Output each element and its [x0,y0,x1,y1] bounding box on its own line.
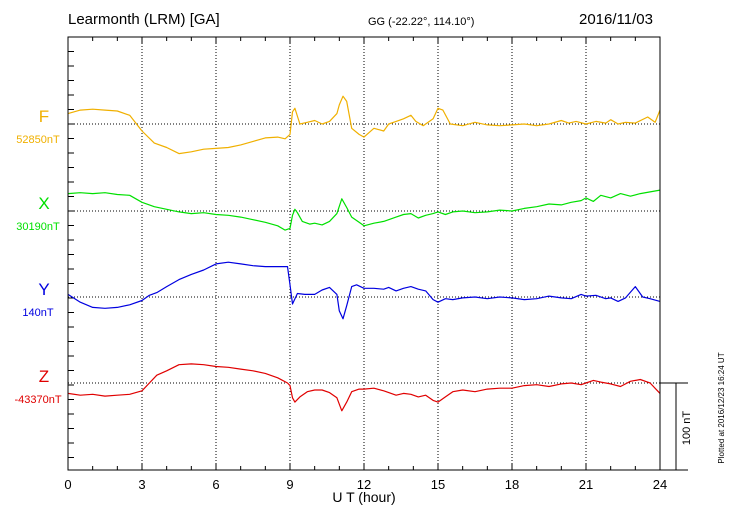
plot-frame [67,36,661,471]
x-tick-label: 3 [138,477,145,492]
geographic-coordinates: GG (-22.22°, 114.10°) [368,16,475,28]
series-line-x [67,189,661,231]
series-line-y [67,261,661,320]
x-axis-label: U T (hour) [332,489,395,505]
series-line-f [67,95,661,155]
x-tick-label: 9 [286,477,293,492]
series-lines [67,95,661,412]
series-name-f: F [39,107,49,126]
series-name-y: Y [38,280,49,299]
x-tick-label: 15 [431,477,445,492]
series-baseline-f: 52850nT [16,134,60,146]
x-tick-label: 18 [505,477,519,492]
x-tick-label: 0 [64,477,71,492]
series-name-z: Z [39,367,49,386]
grid-lines [68,37,660,470]
series-baseline-y: 140nT [22,307,53,319]
scale-bar: 100 nT [660,382,693,471]
station-title: Learmonth (LRM) [GA] [68,11,220,28]
series-labels: F 52850nT X 30190nT Y 140nT Z -43370nT [14,107,61,406]
scale-bar-label: 100 nT [681,411,693,446]
x-tick-label: 21 [579,477,593,492]
x-tick-label: 24 [653,477,667,492]
x-tick-label: 6 [212,477,219,492]
series-baseline-z: -43370nT [14,394,61,406]
x-tick-labels: 0 3 6 9 12 15 18 21 24 [64,477,667,492]
series-baseline-x: 30190nT [16,221,60,233]
plot-date: 2016/11/03 [579,11,653,28]
plotted-note: Plotted at 2016/12/23 16:24 UT [717,352,726,463]
series-name-x: X [38,194,49,213]
x-tick-label: 12 [357,477,371,492]
series-line-z [67,363,661,412]
